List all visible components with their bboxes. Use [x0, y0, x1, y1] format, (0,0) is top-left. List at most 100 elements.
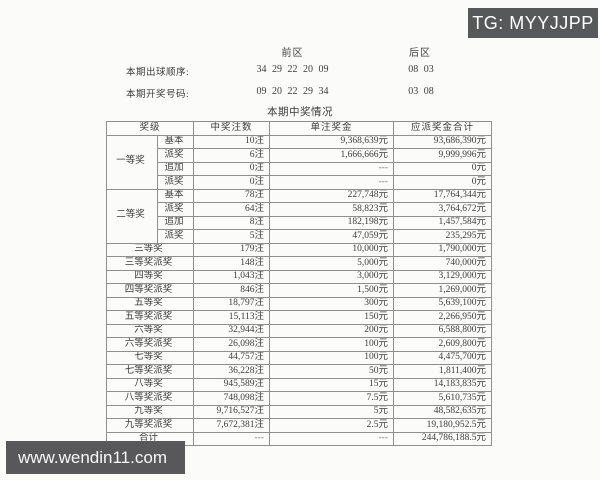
per-bet-prize-cell: 50元 [269, 364, 395, 379]
bet-count-cell: 64注 [193, 202, 271, 217]
total-prize-cell: 0元 [393, 175, 493, 190]
table-row: 追加 0注 --- 0元 [107, 161, 493, 176]
total-prize-cell: 1,457,584元 [393, 215, 493, 230]
prize-level-cell: 六等奖派奖 [105, 337, 195, 352]
table-row: 六等奖 32,944注 200元 6,588,800元 [105, 323, 493, 338]
header-single-bet-prize: 单注奖金 [269, 121, 395, 136]
front-zone-label: 前区 [281, 48, 304, 59]
per-bet-prize-cell: 227,748元 [269, 188, 395, 203]
bet-count-cell: 148注 [193, 256, 271, 271]
total-prize-cell: 3,764,672元 [393, 202, 493, 217]
table-row: 八等奖 945,589注 15元 14,183,835元 [105, 377, 493, 392]
total-prize-cell: 4,475,700元 [393, 350, 493, 365]
table-row: 三等奖派奖 148注 5,000元 740,000元 [105, 256, 493, 271]
table-row: 八等奖派奖 748,098注 7.5元 5,610,735元 [105, 391, 493, 406]
per-bet-prize-cell: 58,823元 [269, 202, 395, 217]
winning-numbers-front: 09 20 22 29 34 [256, 86, 329, 97]
table-row: 四等奖 1,043注 3,000元 3,129,000元 [105, 269, 493, 284]
prize-level-cell: 三等奖 [105, 242, 195, 257]
per-bet-prize-cell: 182,198元 [269, 215, 395, 230]
bet-count-cell: 26,098注 [193, 337, 271, 352]
table-row: 六等奖派奖 26,098注 100元 2,609,800元 [105, 337, 493, 352]
draw-order-back-numbers: 08 03 [408, 64, 434, 75]
table-row: 追加 8注 182,198元 1,457,584元 [107, 215, 493, 230]
bet-count-cell: 1,043注 [193, 269, 271, 284]
prize-level-cell: 八等奖派奖 [105, 391, 195, 406]
bet-count-cell: 0注 [193, 175, 271, 190]
bet-count-cell: 44,757注 [193, 350, 271, 365]
table-row: 五等奖派奖 15,113注 150元 2,266,950元 [105, 310, 493, 325]
per-bet-prize-cell: 5,000元 [269, 256, 395, 271]
per-bet-prize-cell: 47,059元 [269, 229, 395, 244]
subtype-cell: 基本 [156, 134, 195, 149]
table-row: 三等奖 179注 10,000元 1,790,000元 [105, 242, 493, 257]
prize-level-cell: 八等奖 [105, 377, 195, 392]
header-winning-bets: 中奖注数 [193, 121, 271, 136]
bet-count-cell: 10注 [193, 134, 271, 149]
total-prize-cell: 9,999,996元 [393, 148, 493, 163]
bet-count-cell: 6注 [193, 148, 271, 163]
watermark: www.wendin11.com [6, 441, 185, 474]
bet-count-cell: 179注 [193, 242, 271, 257]
per-bet-prize-cell: 1,500元 [269, 283, 395, 298]
total-prize-cell: 2,266,950元 [393, 310, 493, 325]
prize-level-cell: 四等奖 [105, 269, 195, 284]
total-prize-cell: 93,686,390元 [393, 134, 493, 149]
table-row: 合计 --- --- 244,786,188.5元 [105, 431, 493, 446]
subtype-cell: 派奖 [156, 148, 195, 163]
total-prize-cell: 48,582,635元 [393, 404, 493, 419]
per-bet-prize-cell: 9,368,639元 [269, 134, 395, 149]
total-prize-cell: 3,129,000元 [393, 269, 493, 284]
prize-level-cell: 二等奖 [106, 188, 158, 244]
table-row: 七等奖 44,757注 100元 4,475,700元 [105, 350, 493, 365]
per-bet-prize-cell: 100元 [269, 350, 395, 365]
header-prize-level: 奖级 [105, 121, 195, 136]
prize-level-cell: 七等奖派奖 [105, 364, 195, 379]
bet-count-cell: 15,113注 [193, 310, 271, 325]
per-bet-prize-cell: --- [269, 161, 395, 176]
total-prize-cell: 1,269,000元 [393, 283, 493, 298]
telegram-badge: TG: MYYJJPP [468, 8, 598, 38]
prize-level-cell: 一等奖 [106, 134, 158, 190]
prize-level-cell: 九等奖派奖 [105, 418, 195, 433]
total-prize-cell: 740,000元 [393, 256, 493, 271]
table-row: 七等奖派奖 36,228注 50元 1,811,400元 [105, 364, 493, 379]
per-bet-prize-cell: 10,000元 [269, 242, 395, 257]
total-prize-cell: 235,295元 [393, 229, 493, 244]
table-row: 一等奖 基本 10注 9,368,639元 93,686,390元 [106, 134, 493, 190]
prize-level-cell: 四等奖派奖 [105, 283, 195, 298]
subtype-cell: 追加 [156, 215, 195, 230]
prize-level-cell: 九等奖 [105, 404, 195, 419]
bet-count-cell: 18,797注 [193, 296, 271, 311]
bet-count-cell: 945,589注 [193, 377, 271, 392]
bet-count-cell: 5注 [193, 229, 271, 244]
prize-level-cell: 七等奖 [105, 350, 195, 365]
per-bet-prize-cell: 2.5元 [269, 418, 395, 433]
subtype-cell: 派奖 [156, 229, 195, 244]
winning-numbers-label: 本期开奖号码: [126, 90, 190, 100]
per-bet-prize-cell: 7.5元 [269, 391, 395, 406]
winning-numbers-back: 03 08 [408, 86, 434, 97]
subtype-cell: 追加 [156, 161, 195, 176]
per-bet-prize-cell: 3,000元 [269, 269, 395, 284]
prize-level-cell: 五等奖 [105, 296, 195, 311]
bet-count-cell: 8注 [193, 215, 271, 230]
total-prize-cell: 19,180,952.5元 [393, 418, 493, 433]
back-zone-label: 后区 [409, 48, 431, 59]
table-row: 派奖 6注 1,666,666元 9,999,996元 [107, 148, 493, 163]
prize-level-cell: 六等奖 [105, 323, 195, 338]
per-bet-prize-cell: 100元 [269, 337, 395, 352]
prize-level-cell: 五等奖派奖 [105, 310, 195, 325]
total-prize-cell: 14,183,835元 [393, 377, 493, 392]
bet-count-cell: 36,228注 [193, 364, 271, 379]
per-bet-prize-cell: 15元 [269, 377, 395, 392]
total-prize-cell: 1,790,000元 [393, 242, 493, 257]
prize-table: 奖级 中奖注数 单注奖金 应派奖金合计 一等奖 基本 10注 9,368,639元 93… [105, 121, 493, 446]
table-header-row: 奖级 中奖注数 单注奖金 应派奖金合计 [105, 121, 493, 136]
total-prize-cell: 2,609,800元 [393, 337, 493, 352]
total-prize-cell: 0元 [393, 161, 493, 176]
header-total-prize: 应派奖金合计 [393, 121, 493, 136]
total-prize-cell: 5,639,100元 [393, 296, 493, 311]
bet-count-cell: 748,098注 [193, 391, 271, 406]
